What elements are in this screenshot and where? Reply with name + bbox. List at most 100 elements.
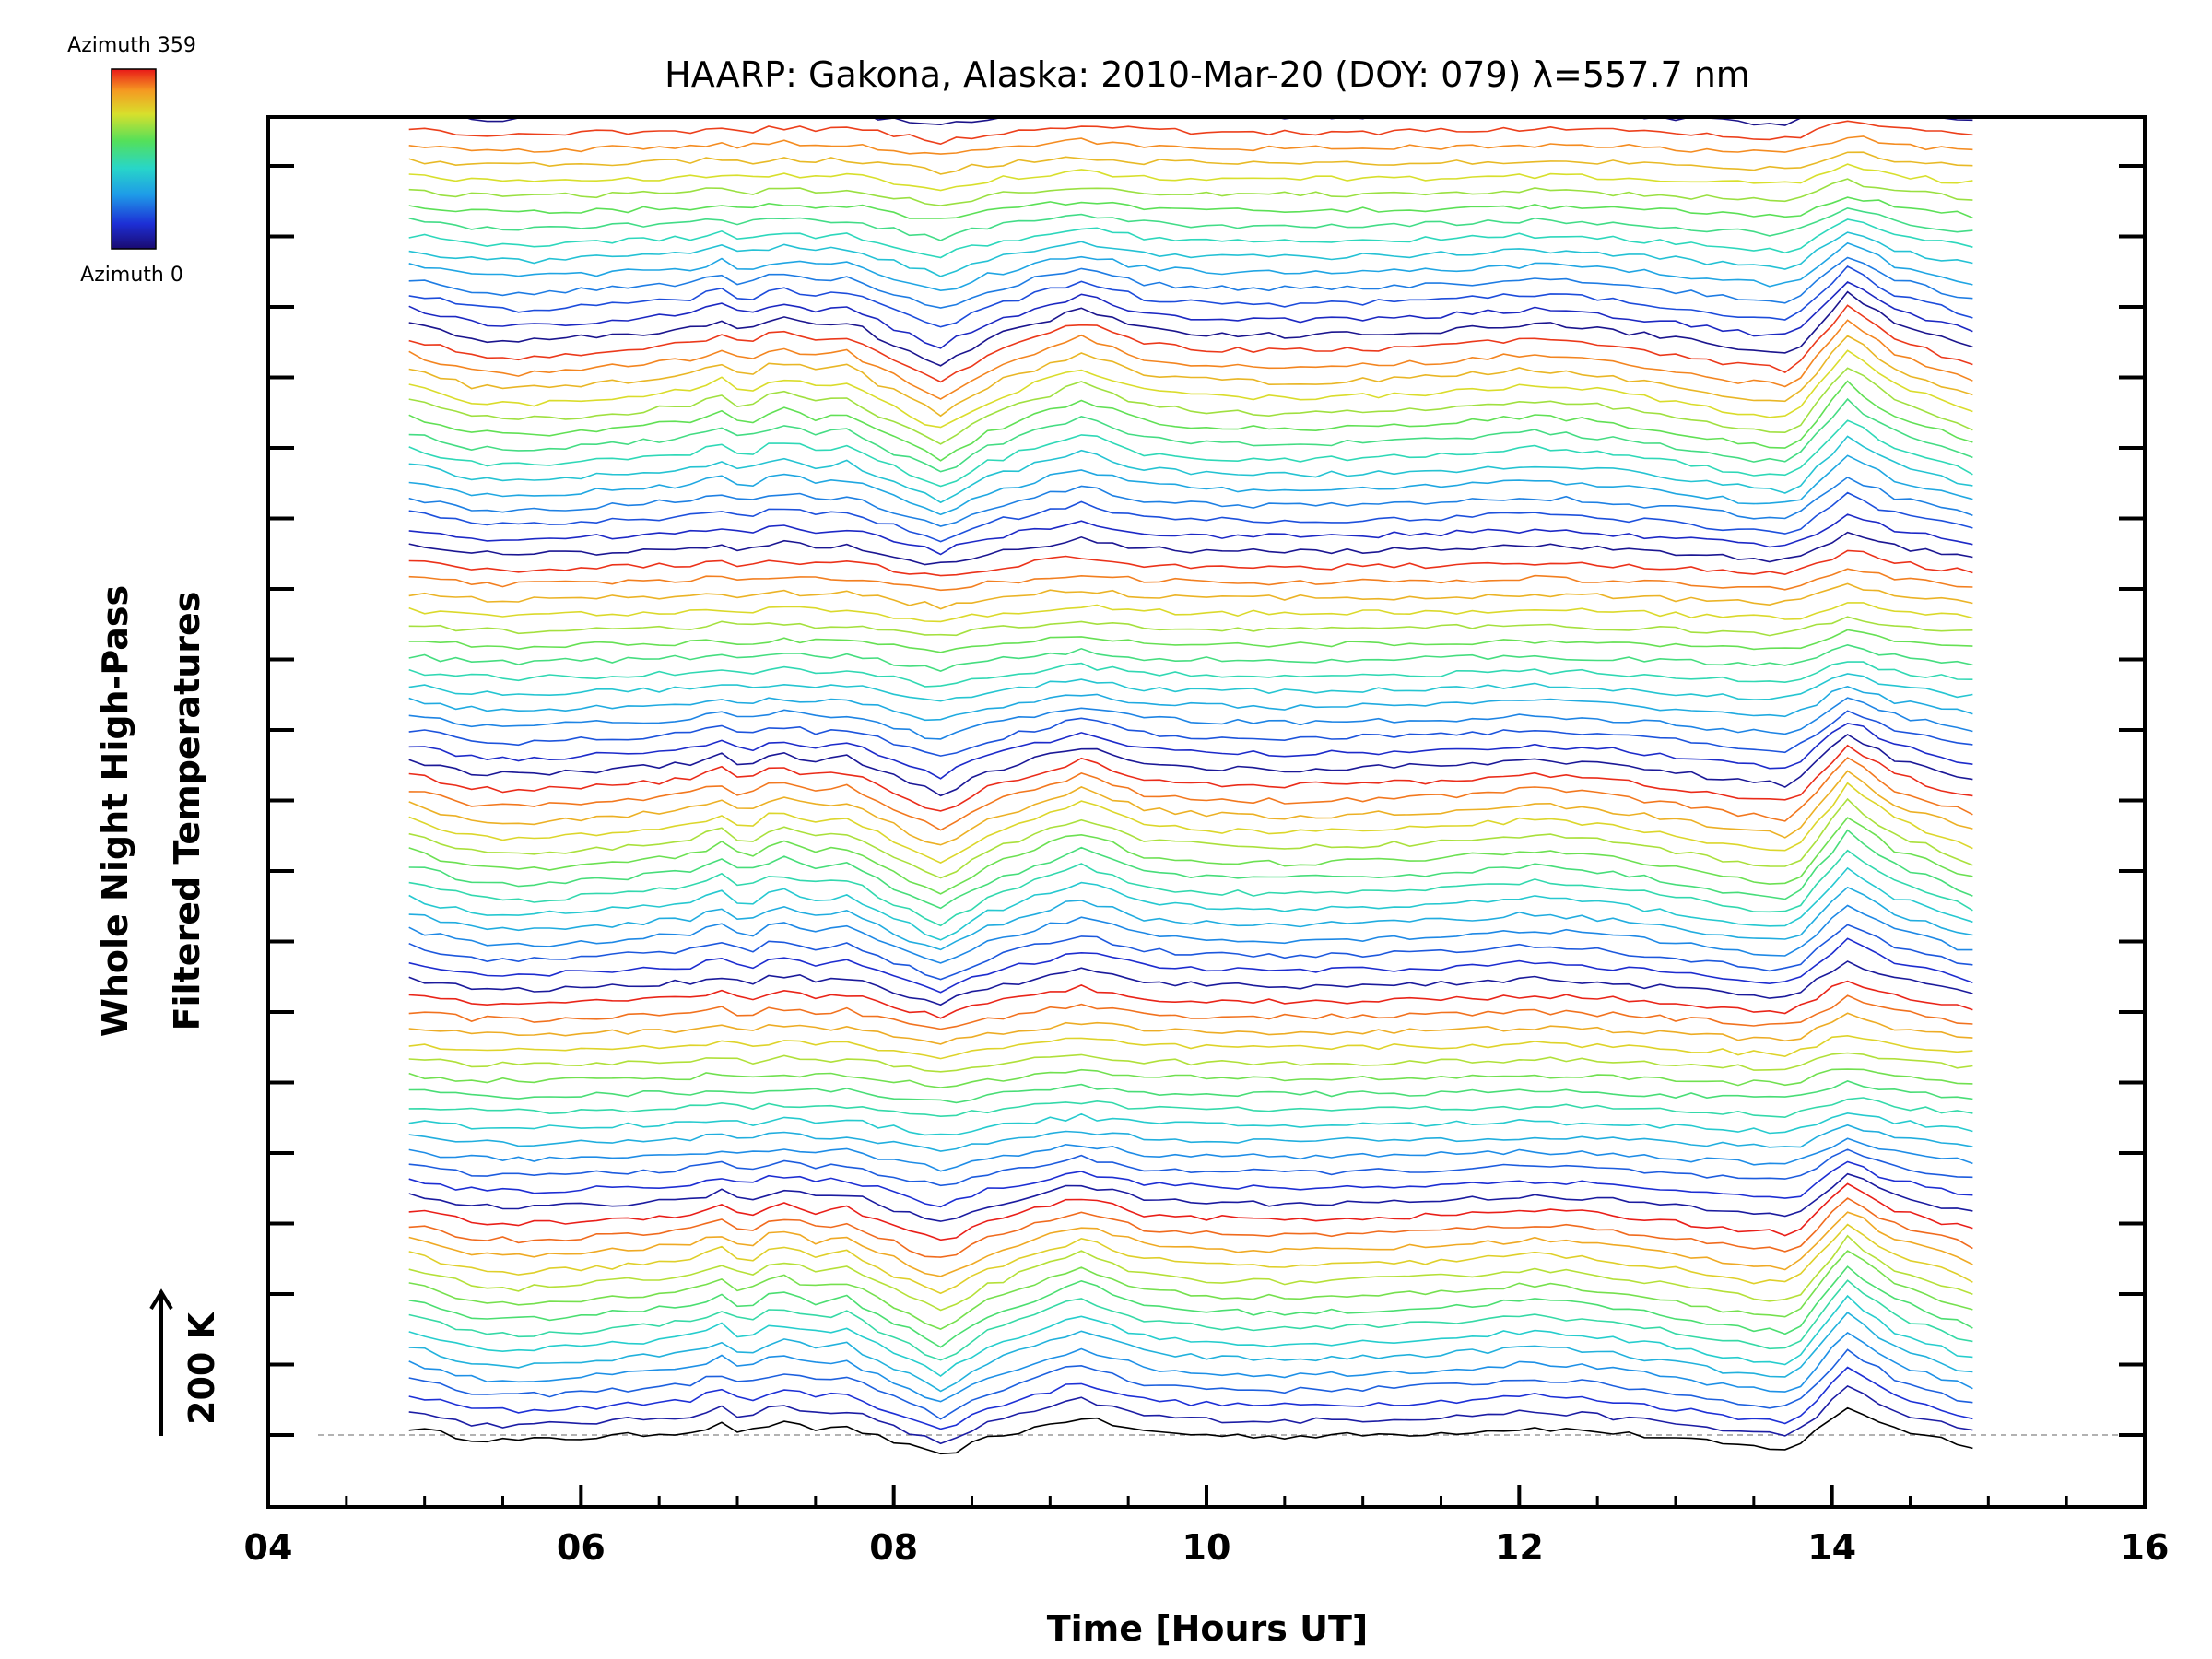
x-tick-label: 16 [2121,1527,2170,1568]
profile-line [408,629,1973,653]
profile-line [408,1234,1973,1312]
profile-line [409,0,1973,24]
profile-line [408,582,1973,610]
x-tick-label: 10 [1182,1527,1231,1568]
profile-line [434,117,1973,126]
y-axis-ticks [268,164,2145,1437]
profile-line [408,1312,1973,1393]
profile-line [408,849,1973,927]
profile-line [408,218,1973,259]
profile-line [408,1279,1973,1361]
x-tick-label: 08 [869,1527,918,1568]
profile-line [408,1211,1973,1277]
profile-line [408,178,1973,206]
profile-line [408,757,1973,831]
profile-line [408,454,1973,516]
profile-line [408,380,1973,462]
profile-line [408,120,1973,146]
profile-line [408,1160,1973,1208]
profile-line [409,0,1973,36]
profile-line [408,568,1973,592]
profile-line [408,734,1973,797]
profile-line [408,241,1973,292]
x-tick-label: 04 [244,1527,293,1568]
profile-line [408,770,1973,846]
profile-line [408,367,1973,445]
colorbar-bottom-label: Azimuth 0 [80,264,183,287]
profile-line [408,1366,1973,1430]
profile-line [408,829,1973,910]
profile-line [408,491,1973,543]
profile-line [408,513,1973,556]
colorbar: Azimuth 359 Azimuth 0 [67,34,196,287]
y-axis-title-line-1: Whole Night High-Pass [95,585,135,1037]
profile-line [409,0,1973,10]
colorbar-top-label: Azimuth 359 [67,34,196,57]
profile-line [408,335,1973,418]
profile-line [408,866,1973,941]
profile-line [408,723,1973,780]
profile-line [408,1137,1973,1172]
profile-line [408,1197,1973,1258]
profile-line [408,1068,1973,1088]
y-axis-title: Whole Night High-Pass Filtered Temperatu… [95,585,207,1037]
profile-line [408,196,1973,219]
profile-line [408,1348,1973,1420]
x-axis: 04 06 08 10 12 14 16 [244,1485,2170,1568]
profile-line [408,710,1973,757]
profile-line [408,616,1973,637]
profile-line [408,419,1973,488]
profile-line [408,744,1973,812]
profile-line [408,1250,1973,1330]
profile-line [408,256,1973,309]
profile-line [408,661,1973,688]
profile-line [408,782,1973,864]
profile-line [409,0,1973,46]
x-tick-label: 06 [557,1527,606,1568]
profile-line [408,1172,1973,1222]
scale-bar-label: 200 K [182,1311,222,1425]
x-tick-label: 12 [1495,1527,1544,1568]
profile-line [408,1294,1973,1377]
profile-line [408,397,1973,473]
chart-title: HAARP: Gakona, Alaska: 2010-Mar-20 (DOY:… [665,54,1750,95]
profile-line [408,817,1973,895]
profile-line [408,281,1973,349]
x-axis-title: Time [Hours UT] [1047,1608,1369,1649]
profile-line [408,1124,1973,1152]
plot-frame [266,115,2147,1509]
profile-line [408,304,1973,383]
profile-line [408,937,1973,994]
profile-line [408,886,1973,951]
profile-line [408,231,1973,277]
profile-line [408,1052,1973,1073]
profile-line [408,673,1973,702]
profile-line [408,151,1973,175]
profile-line [408,1012,1973,1045]
profile-line [408,265,1973,328]
profile-line [408,643,1973,672]
profile-line [408,206,1973,241]
profile-line [408,904,1973,964]
profile-line [408,1080,1973,1104]
profile-line [408,349,1973,429]
profile-line [408,1097,1973,1119]
profile-line [408,686,1973,722]
profile-line [408,960,1973,1006]
profile-line [408,319,1973,400]
profile-line [408,549,1973,577]
profile-line [408,980,1973,1019]
colorbar-gradient [111,68,157,250]
x-tick-label: 14 [1807,1527,1856,1568]
profile-line [408,290,1973,367]
profile-line [408,924,1973,981]
scale-bar: 200 K [149,1288,222,1436]
profile-line [408,1331,1973,1403]
profile-line [408,476,1973,527]
profile-line [408,994,1973,1030]
profile-line [408,1112,1973,1136]
profile-line [408,1223,1973,1295]
profile-line [408,1148,1973,1187]
y-axis-title-line-2: Filtered Temperatures [167,592,207,1031]
